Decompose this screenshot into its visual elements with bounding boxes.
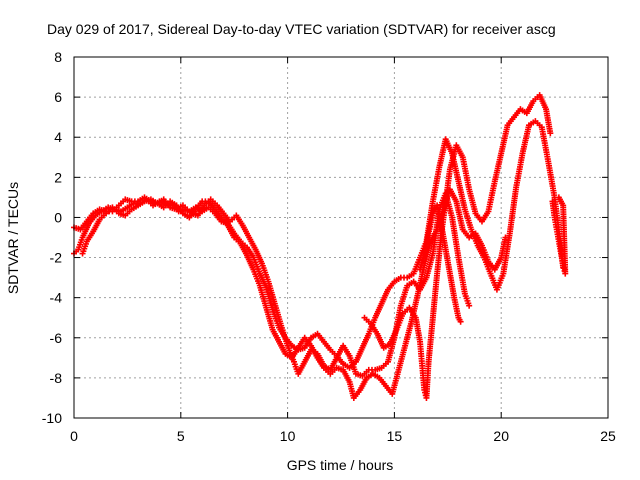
series-track (417, 202, 464, 325)
data-point (555, 194, 562, 201)
axis-ticks (73, 56, 609, 419)
data-point (502, 234, 509, 241)
x-tick-label: 5 (177, 428, 185, 444)
x-tick-label: 25 (600, 428, 616, 444)
y-tick-label: -2 (50, 250, 63, 266)
data-marks (71, 92, 569, 401)
x-tick-label: 10 (280, 428, 296, 444)
y-tick-label: -10 (42, 410, 62, 426)
x-axis-title: GPS time / hours (287, 457, 394, 473)
y-tick-labels: -10 -8 -6 -4 -2 0 2 4 6 8 (42, 49, 62, 426)
y-axis-title: SDTVAR / TECUs (5, 182, 21, 294)
y-tick-label: 2 (54, 169, 62, 185)
data-point (457, 318, 464, 325)
y-tick-label: 8 (54, 49, 62, 65)
series-track (549, 194, 569, 277)
y-tick-label: 6 (54, 89, 62, 105)
plot-frame (73, 56, 609, 419)
x-tick-label: 0 (70, 428, 78, 444)
y-tick-label: -8 (50, 370, 63, 386)
x-tick-label: 15 (387, 428, 403, 444)
data-point (466, 302, 473, 309)
y-tick-label: 0 (54, 209, 62, 225)
x-tick-label: 20 (493, 428, 509, 444)
y-tick-label: -6 (50, 330, 63, 346)
y-tick-label: 4 (54, 129, 62, 145)
data-point (547, 130, 554, 137)
grid-lines (74, 57, 608, 418)
x-tick-labels: 0 5 10 15 20 25 (70, 428, 616, 444)
chart-title: Day 029 of 2017, Sidereal Day-to-day VTE… (47, 21, 556, 37)
y-tick-label: -4 (50, 290, 63, 306)
series-track (361, 92, 554, 401)
series-track (79, 186, 509, 401)
